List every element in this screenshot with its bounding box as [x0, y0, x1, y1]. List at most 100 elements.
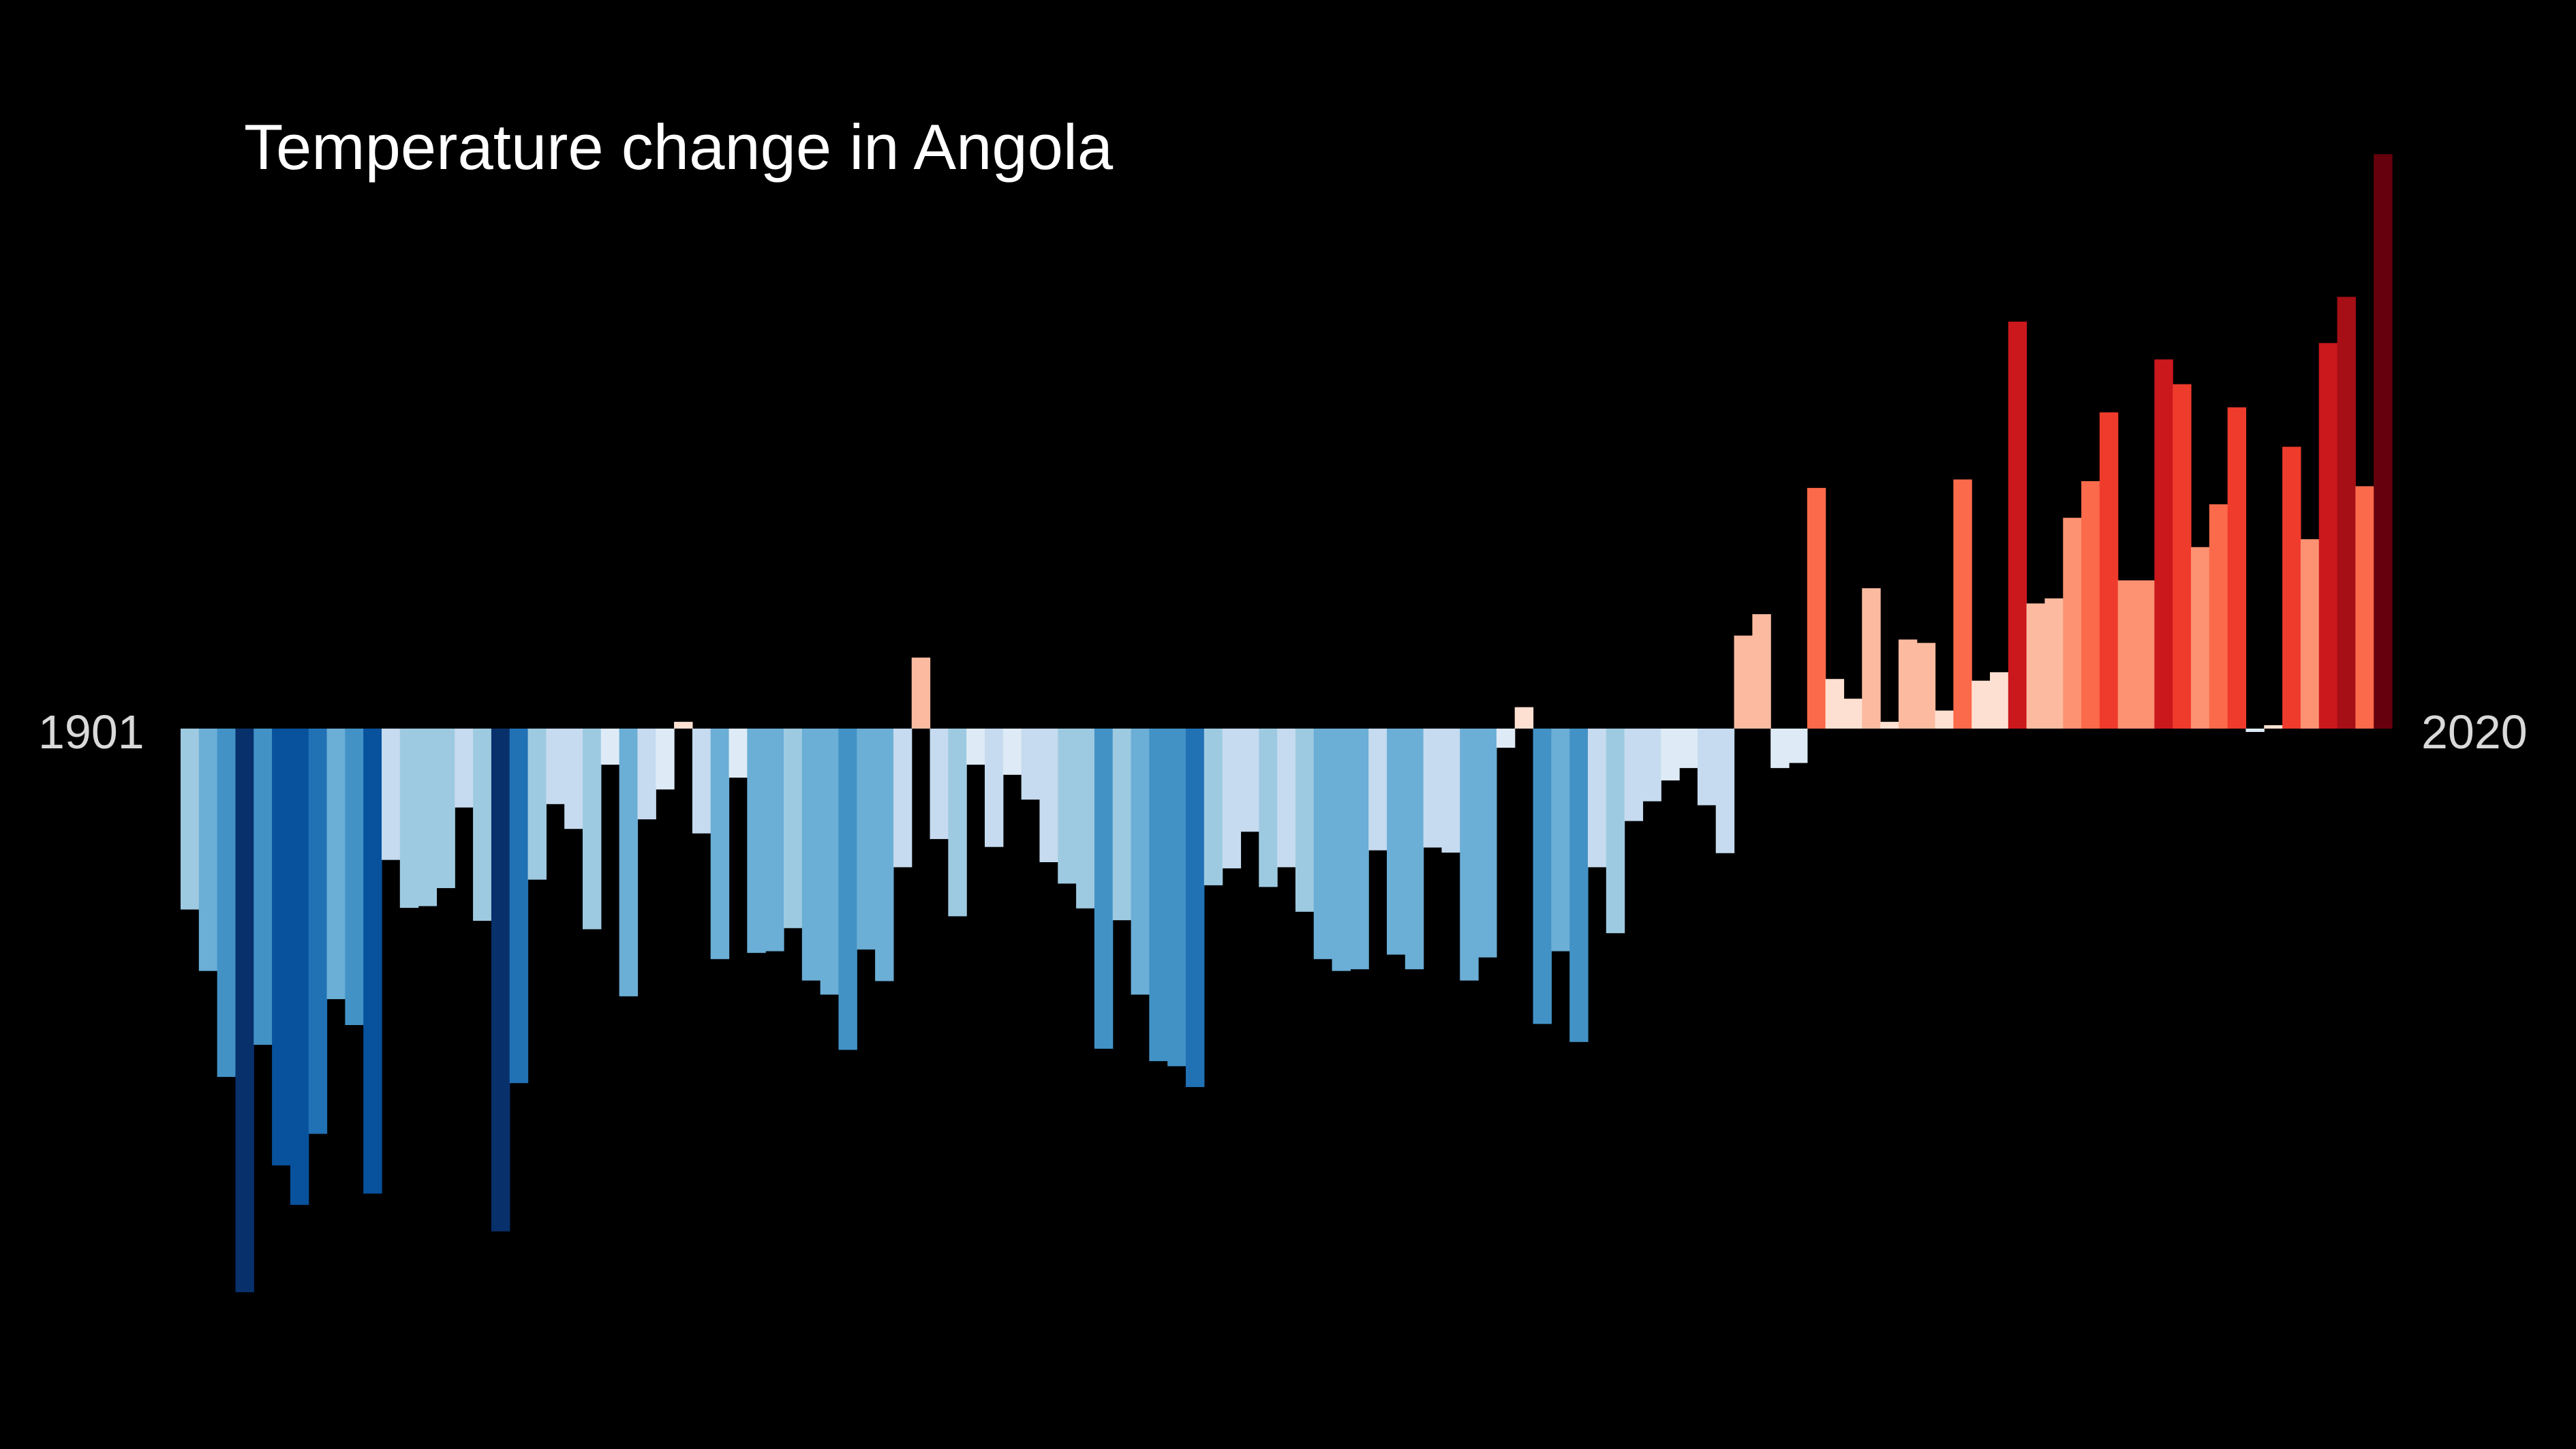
bar-year-1922 — [564, 729, 583, 829]
bar-year-1931 — [729, 729, 748, 778]
bar-year-1923 — [583, 729, 602, 930]
bar-year-2009 — [2154, 359, 2173, 729]
bar-year-1918 — [491, 729, 510, 1232]
bar-year-1912 — [382, 729, 401, 860]
bar-year-1942 — [930, 729, 949, 840]
bar-year-2013 — [2227, 407, 2247, 729]
bar-year-1905 — [254, 729, 273, 1045]
bar-year-1996 — [1916, 643, 1936, 729]
bar-year-1993 — [1862, 588, 1881, 729]
bar-year-1944 — [966, 729, 985, 765]
bar-year-1911 — [363, 729, 382, 1194]
bar-year-1986 — [1734, 635, 1753, 729]
bar-year-extra — [2374, 154, 2393, 729]
bar-year-2014 — [2245, 729, 2265, 732]
bar-year-2017 — [2300, 539, 2320, 729]
bar-year-1982 — [1661, 729, 1680, 781]
bar-year-1947 — [1021, 729, 1041, 800]
bar-year-2004 — [2063, 517, 2082, 729]
bar-year-2016 — [2282, 446, 2301, 729]
bar-year-1916 — [455, 729, 474, 808]
bar-year-1952 — [1112, 729, 1132, 921]
bar-year-1929 — [692, 729, 711, 834]
bar-year-1994 — [1880, 722, 1899, 729]
bar-year-2003 — [2044, 598, 2064, 729]
bar-year-1965 — [1350, 729, 1369, 970]
bar-year-1913 — [399, 729, 419, 908]
bar-year-1919 — [509, 729, 529, 1084]
bar-year-1910 — [345, 729, 364, 1025]
bar-year-1958 — [1222, 729, 1242, 869]
bar-year-1949 — [1058, 729, 1077, 884]
bar-year-1906 — [272, 729, 291, 1165]
bar-year-1992 — [1843, 699, 1862, 729]
bar-year-1984 — [1697, 729, 1717, 806]
bar-year-1983 — [1679, 729, 1698, 768]
bar-year-1966 — [1368, 729, 1387, 851]
bar-year-1979 — [1606, 729, 1625, 934]
bar-year-1970 — [1441, 729, 1460, 853]
bar-year-2001 — [2008, 321, 2027, 729]
bar-year-1961 — [1277, 729, 1296, 868]
bar-year-1971 — [1460, 729, 1479, 981]
bar-year-1975 — [1533, 729, 1552, 1024]
bar-year-1969 — [1423, 729, 1443, 848]
bar-year-1957 — [1203, 729, 1223, 885]
bar-year-2006 — [2099, 412, 2119, 729]
bar-year-1917 — [473, 729, 492, 921]
bar-year-1940 — [893, 729, 913, 868]
end-year-label: 2020 — [2421, 705, 2528, 759]
bar-year-1943 — [948, 729, 967, 917]
bar-year-1956 — [1186, 729, 1205, 1087]
bar-year-2019 — [2337, 296, 2356, 729]
bar-year-1955 — [1167, 729, 1186, 1067]
bar-year-1989 — [1789, 729, 1808, 763]
bar-year-1937 — [838, 729, 857, 1050]
bar-year-1988 — [1770, 729, 1790, 768]
bar-year-1954 — [1149, 729, 1168, 1061]
bar-year-1902 — [198, 729, 218, 971]
bar-year-1920 — [527, 729, 547, 880]
bar-year-1939 — [875, 729, 894, 981]
chart-title: Temperature change in Angola — [244, 111, 1114, 183]
bar-year-1925 — [619, 729, 639, 996]
bar-year-1946 — [1002, 729, 1022, 775]
bar-year-1927 — [656, 729, 675, 790]
start-year-label: 1901 — [38, 705, 144, 759]
bar-year-1978 — [1588, 729, 1607, 868]
bar-year-2018 — [2318, 343, 2338, 729]
bar-year-1938 — [857, 729, 876, 950]
bar-year-1960 — [1259, 729, 1278, 887]
bar-year-1901 — [181, 729, 200, 910]
bar-year-1997 — [1935, 710, 1954, 729]
bar-year-1909 — [326, 729, 346, 999]
bar-year-2012 — [2209, 504, 2228, 729]
bar-year-1904 — [235, 729, 254, 1292]
bar-year-1987 — [1752, 614, 1771, 729]
bar-year-1907 — [290, 729, 309, 1205]
bar-year-2011 — [2191, 547, 2210, 729]
bar-year-2010 — [2173, 384, 2192, 729]
bar-year-1914 — [418, 729, 438, 906]
bar-year-2007 — [2117, 580, 2137, 729]
bar-group — [181, 154, 2393, 1292]
bar-year-1990 — [1807, 487, 1826, 729]
bar-year-1973 — [1496, 729, 1516, 748]
bar-year-1999 — [1972, 680, 1991, 729]
bar-year-1948 — [1039, 729, 1058, 862]
bar-year-1967 — [1387, 729, 1406, 955]
bar-year-1974 — [1514, 707, 1534, 729]
bar-year-1998 — [1953, 479, 1972, 729]
bar-year-2002 — [2026, 603, 2046, 729]
bar-year-1926 — [637, 729, 656, 820]
bar-year-1908 — [308, 729, 328, 1134]
bar-year-1985 — [1715, 729, 1735, 853]
bar-year-1915 — [436, 729, 455, 889]
bar-year-1950 — [1076, 729, 1095, 909]
bar-year-1903 — [217, 729, 236, 1078]
bar-year-1928 — [674, 722, 693, 729]
bar-year-1977 — [1569, 729, 1589, 1042]
bar-year-1981 — [1642, 729, 1661, 802]
bar-year-1964 — [1332, 729, 1351, 971]
